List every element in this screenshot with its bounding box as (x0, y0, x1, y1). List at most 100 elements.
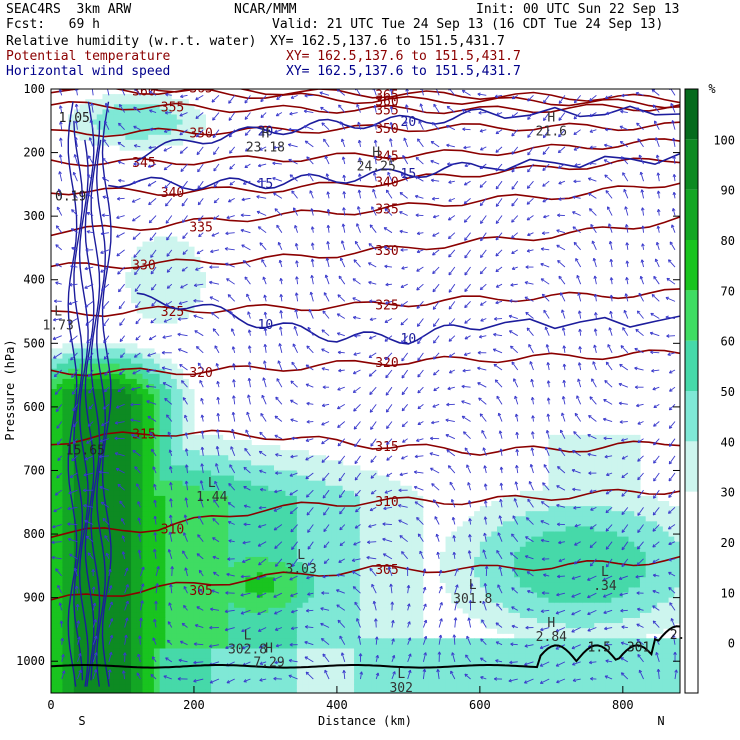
rh-shading-cell (211, 663, 218, 670)
rh-shading-cell (382, 684, 389, 690)
rh-shading-cell (296, 628, 304, 634)
rh-shading-cell (91, 475, 98, 482)
rh-shading-cell (559, 516, 567, 522)
rh-shading-cell (182, 582, 189, 589)
rh-shading-cell (153, 470, 161, 477)
rh-shading-cell (148, 546, 155, 553)
rh-shading-cell (548, 648, 555, 655)
rh-shading-cell (113, 500, 121, 507)
rh-shading-cell (325, 495, 332, 502)
rh-shading-cell (376, 587, 384, 594)
rh-shading-cell (239, 445, 247, 451)
rh-shading-cell (559, 465, 567, 472)
rh-shading-cell (153, 287, 161, 294)
rh-shading-cell (382, 516, 389, 522)
rh-shading-cell (456, 602, 464, 609)
rh-shading-cell (262, 485, 269, 492)
rh-shading-cell (113, 399, 121, 405)
rh-shading-cell (342, 617, 349, 624)
rh-shading-cell (159, 556, 166, 563)
rh-shading-cell (119, 587, 126, 594)
rh-shading-cell (148, 643, 155, 650)
rh-shading-cell (399, 602, 407, 609)
rh-shading-cell (382, 577, 389, 583)
rh-shading-cell (331, 612, 338, 619)
rh-shading-cell (79, 592, 86, 599)
rh-shading-cell (148, 592, 155, 599)
rh-shading-cell (354, 541, 361, 548)
rh-shading-cell (159, 373, 166, 380)
rh-shading-cell (302, 684, 309, 690)
rh-shading-cell (542, 531, 550, 538)
rh-shading-cell (119, 94, 126, 100)
rh-shading-cell (96, 511, 104, 517)
rh-shading-cell (245, 592, 252, 599)
rh-shading-cell (125, 495, 132, 502)
rh-shading-cell (233, 673, 241, 680)
rh-shading-cell (119, 689, 126, 693)
rh-shading-cell (582, 445, 590, 451)
rh-shading-cell (285, 648, 292, 655)
rh-shading-cell (142, 653, 149, 660)
rh-shading-cell (577, 485, 584, 492)
rh-shading-cell (188, 485, 195, 492)
rh-shading-cell (165, 572, 172, 578)
rh-shading-cell (159, 439, 166, 446)
rh-shading-cell (554, 455, 561, 461)
rh-shading-cell (502, 689, 510, 693)
rh-shading-cell (113, 541, 121, 548)
rh-shading-cell (559, 460, 567, 466)
rh-shading-cell (113, 94, 121, 100)
rh-shading-cell (291, 668, 298, 675)
rh-shading-cell (148, 404, 155, 411)
rh-shading-cell (474, 643, 481, 650)
rh-shading-cell (479, 668, 487, 675)
rh-shading-cell (62, 643, 69, 650)
rh-shading-cell (582, 556, 590, 563)
rh-shading-cell (62, 684, 69, 690)
rh-shading-cell (182, 429, 189, 436)
rh-shading-cell (376, 475, 384, 482)
rh-shading-cell (256, 679, 264, 685)
rh-shading-cell (51, 633, 58, 639)
rh-shading-cell (416, 521, 424, 528)
rh-shading-cell (159, 292, 166, 299)
rh-shading-cell (176, 551, 184, 558)
rh-shading-cell (285, 638, 292, 645)
rh-shading-cell (51, 572, 58, 578)
rh-shading-cell (359, 536, 367, 543)
rh-shading-cell (233, 623, 241, 629)
rh-shading-cell (165, 114, 172, 121)
rh-shading-cell (182, 261, 189, 268)
rh-shading-cell (188, 643, 195, 650)
rh-shading-cell (142, 104, 149, 110)
rh-shading-cell (434, 689, 441, 693)
rh-shading-cell (251, 516, 258, 522)
rh-shading-cell (571, 643, 578, 650)
rh-shading-cell (314, 668, 321, 675)
rh-shading-cell (525, 521, 532, 528)
rh-shading-cell (131, 536, 138, 543)
rh-shading-cell (296, 521, 304, 528)
rh-shading-cell (165, 536, 172, 543)
rh-shading-cell (519, 526, 527, 533)
rh-shading-cell (233, 684, 241, 690)
rh-shading-cell (131, 384, 138, 390)
rh-shading-cell (148, 297, 155, 304)
rh-shading-cell (537, 673, 544, 680)
rh-shading-cell (193, 261, 201, 268)
rh-shading-cell (148, 292, 155, 299)
rh-shading-cell (342, 521, 349, 528)
rh-shading-cell (102, 465, 109, 472)
rh-shading-cell (182, 104, 189, 110)
rh-shading-cell (159, 129, 166, 136)
rh-shading-cell (222, 546, 229, 553)
rh-shading-cell (485, 536, 492, 543)
rh-shading-cell (491, 546, 498, 553)
rh-shading-cell (394, 648, 401, 655)
rh-shading-cell (314, 653, 321, 660)
rh-shading-cell (91, 409, 98, 416)
rh-shading-cell (514, 617, 521, 624)
rh-shading-cell (439, 668, 447, 675)
rh-shading-cell (113, 689, 121, 693)
